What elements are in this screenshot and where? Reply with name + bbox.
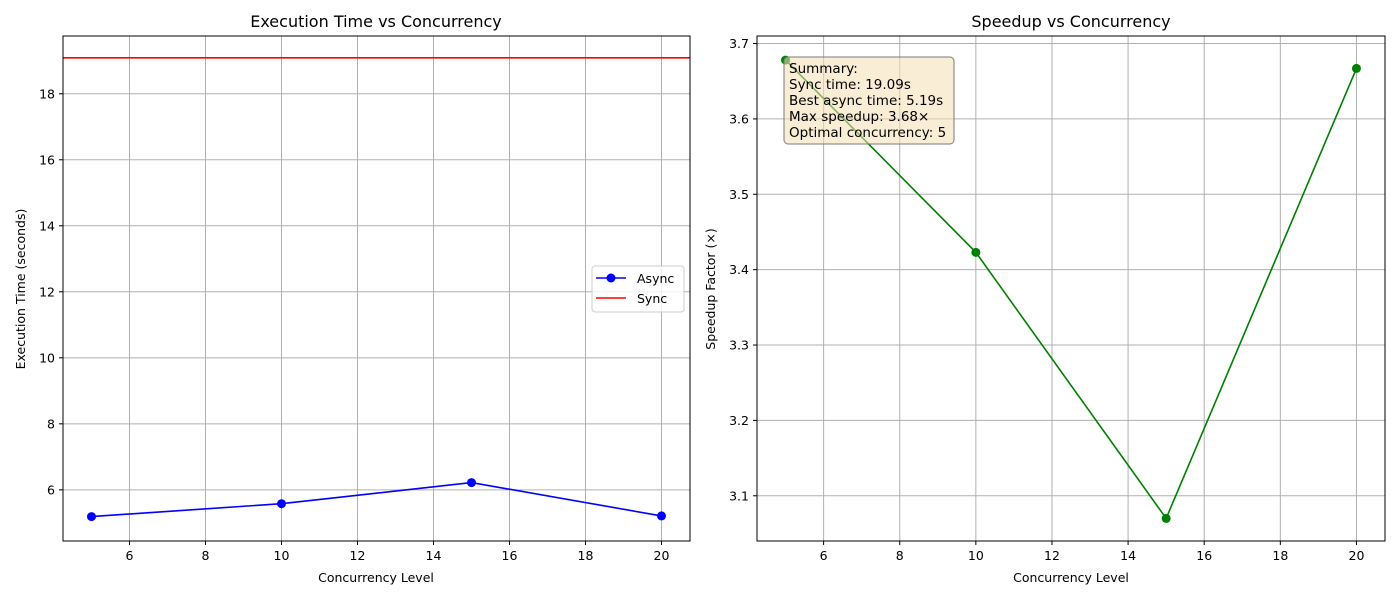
x-ticks: 6 8 10 12 14 16 18 20 <box>820 541 1365 563</box>
y-tick-label: 18 <box>39 86 55 101</box>
x-tick-label: 8 <box>896 548 904 563</box>
x-tick-label: 10 <box>968 548 984 563</box>
x-tick-label: 16 <box>502 548 518 563</box>
x-tick-label: 10 <box>274 548 290 563</box>
x-tick-label: 20 <box>1349 548 1365 563</box>
y-tick-label: 6 <box>47 482 55 497</box>
summary-line: Summary: <box>789 61 858 77</box>
data-point <box>971 247 981 257</box>
summary-annotation: Summary: Sync time: 19.09s Best async ti… <box>783 56 955 145</box>
data-point <box>87 512 96 522</box>
x-tick-label: 12 <box>1044 548 1060 563</box>
data-point <box>1351 63 1361 73</box>
x-tick-label: 18 <box>1272 548 1288 563</box>
y-tick-label: 3.7 <box>729 36 749 51</box>
x-tick-label: 6 <box>820 548 828 563</box>
plot-frame <box>62 35 691 542</box>
x-tick-label: 16 <box>1196 548 1212 563</box>
x-tick-label: 14 <box>426 548 442 563</box>
grid-lines <box>757 36 1385 541</box>
y-tick-label: 3.2 <box>729 413 749 428</box>
legend: Async Sync <box>591 265 685 313</box>
series-line <box>784 59 1358 521</box>
x-tick-label: 6 <box>126 548 134 563</box>
y-tick-label: 3.4 <box>729 262 749 277</box>
summary-line: Sync time: 19.09s <box>789 77 911 93</box>
summary-line: Best async time: 5.19s <box>789 93 943 109</box>
legend-async-label: Async <box>637 271 674 286</box>
y-tick-label: 3.6 <box>729 111 749 126</box>
series-line <box>91 481 662 518</box>
y-tick-label: 12 <box>39 284 55 299</box>
x-axis-label: Concurrency Level <box>1013 570 1129 585</box>
summary-box <box>783 56 955 145</box>
execution-time-chart: Execution Time vs Concurrency 6 8 10 12 14 16… <box>13 12 691 585</box>
x-tick-label: 20 <box>654 548 670 563</box>
data-point <box>1161 513 1171 523</box>
legend-sync-label: Sync <box>637 291 667 306</box>
x-tick-label: 12 <box>350 548 366 563</box>
x-axis-label: Concurrency Level <box>318 570 434 585</box>
y-tick-label: 8 <box>47 416 55 431</box>
chart-title: Speedup vs Concurrency <box>971 12 1170 31</box>
summary-line: Max speedup: 3.68× <box>789 109 929 125</box>
plot-frame <box>756 35 1386 542</box>
y-tick-label: 14 <box>39 218 55 233</box>
y-ticks: 6 8 10 12 14 16 18 <box>39 86 63 497</box>
y-tick-label: 3.5 <box>729 187 749 202</box>
y-tick-label: 10 <box>39 350 55 365</box>
y-ticks: 3.1 3.2 3.3 3.4 3.5 3.6 3.7 <box>729 36 757 503</box>
y-tick-label: 3.1 <box>729 488 749 503</box>
y-tick-label: 3.3 <box>729 338 749 353</box>
grid-lines <box>63 36 690 541</box>
data-point <box>277 499 286 509</box>
async-series <box>87 478 666 522</box>
speedup-series <box>781 55 1361 523</box>
legend-async-marker <box>606 273 616 283</box>
summary-line: Optimal concurrency: 5 <box>789 125 946 141</box>
x-tick-label: 14 <box>1120 548 1136 563</box>
speedup-chart: Speedup vs Concurrency 6 8 10 12 14 16 18 20 3.… <box>703 12 1386 585</box>
x-ticks: 6 8 10 12 14 16 18 20 <box>126 541 670 563</box>
data-point <box>657 511 666 521</box>
y-axis-label: Execution Time (seconds) <box>13 209 28 370</box>
x-tick-label: 8 <box>202 548 210 563</box>
data-point <box>467 478 476 488</box>
y-tick-label: 16 <box>39 152 55 167</box>
chart-title: Execution Time vs Concurrency <box>250 12 502 31</box>
x-tick-label: 18 <box>578 548 594 563</box>
y-axis-label: Speedup Factor (×) <box>703 228 718 349</box>
